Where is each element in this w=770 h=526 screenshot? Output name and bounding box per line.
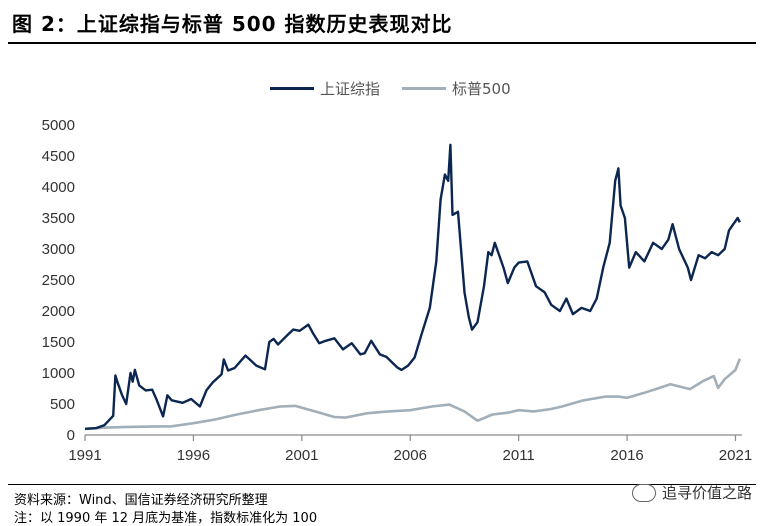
legend-item-sse: 上证综指	[270, 78, 380, 99]
x-tick-label: 2001	[285, 447, 318, 464]
y-tick-label: 4500	[42, 148, 75, 165]
y-tick-label: 3500	[42, 210, 75, 227]
baseline-note: 注：以 1990 年 12 月底为基准，指数标准化为 100	[14, 511, 318, 526]
x-tick-label: 2006	[394, 447, 427, 464]
title-divider	[8, 42, 756, 44]
legend-swatch-sse	[270, 87, 314, 90]
source-note: 资料来源：Wind、国信证券经济研究所整理	[14, 493, 268, 508]
y-tick-label: 2500	[42, 272, 75, 289]
x-tick-label: 2011	[503, 447, 535, 464]
x-tick-label: 1991	[68, 447, 101, 464]
chart-axes: 0 500 1000 1500 2000 2500 3000 3500 4000 4500 5000…	[42, 117, 753, 464]
legend-swatch-sp500	[402, 87, 447, 90]
y-tick-label: 5000	[42, 117, 75, 134]
figure-title: 图 2：上证综指与标普 500 指数历史表现对比	[12, 12, 453, 36]
footer-divider	[8, 484, 756, 485]
chart-legend: 上证综指 标普500	[270, 78, 533, 99]
y-tick-label: 1500	[42, 334, 75, 351]
legend-item-sp500: 标普500	[402, 78, 511, 99]
y-tick-label: 0	[67, 427, 75, 444]
x-tick-label: 1996	[177, 447, 210, 464]
legend-label-sse: 上证综指	[320, 80, 381, 98]
y-tick-label: 1000	[42, 365, 75, 382]
series-line-sp500	[84, 358, 742, 431]
y-tick-label: 4000	[42, 179, 75, 196]
y-tick-label: 500	[50, 396, 75, 413]
watermark: 追寻价值之路	[631, 482, 752, 503]
x-tick-label: 2021	[719, 447, 752, 464]
x-tick-label: 2016	[610, 447, 643, 464]
y-tick-label: 2000	[42, 303, 75, 320]
legend-label-sp500: 标普500	[452, 80, 511, 98]
wechat-icon	[631, 483, 656, 502]
chart-series	[84, 143, 742, 431]
watermark-text: 追寻价值之路	[661, 484, 752, 502]
series-line-sse	[84, 143, 741, 430]
y-tick-label: 3000	[42, 241, 75, 258]
